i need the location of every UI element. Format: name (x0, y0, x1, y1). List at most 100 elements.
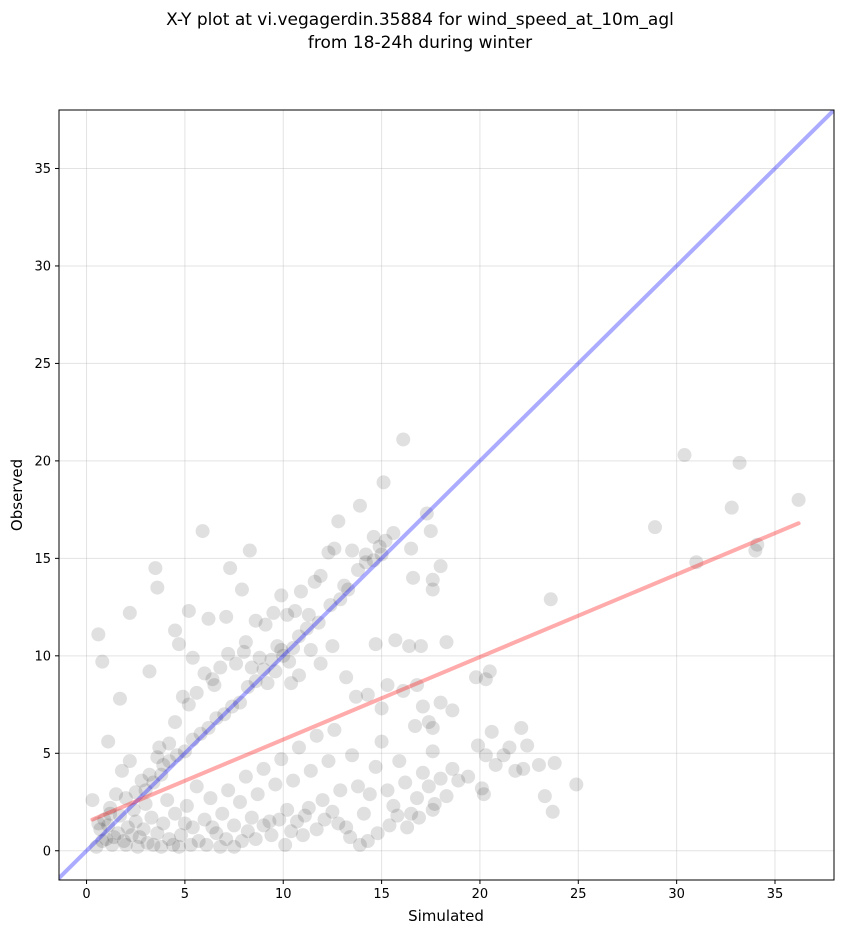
data-point (386, 526, 401, 541)
data-point (286, 773, 301, 788)
data-point (183, 837, 198, 852)
data-point (221, 783, 236, 798)
data-point (514, 720, 529, 735)
y-tick-label: 25 (34, 357, 51, 372)
data-point (181, 603, 196, 618)
data-point (130, 839, 145, 854)
data-point (248, 674, 263, 689)
data-point (95, 834, 110, 849)
data-point (101, 734, 116, 749)
data-point (219, 832, 234, 847)
data-point (248, 832, 263, 847)
y-tick-label: 30 (34, 259, 51, 274)
data-point (333, 592, 348, 607)
data-point (205, 672, 220, 687)
data-point (537, 789, 552, 804)
data-point (162, 832, 177, 847)
data-point (350, 779, 365, 794)
data-point (288, 603, 303, 618)
data-point (368, 637, 383, 652)
data-point (386, 798, 401, 813)
data-point (132, 830, 147, 845)
data-point (101, 818, 116, 833)
data-point (112, 808, 127, 823)
data-point (154, 839, 169, 854)
data-point (791, 492, 806, 507)
data-point (89, 839, 104, 854)
data-point (256, 818, 271, 833)
data-point (516, 761, 531, 776)
data-point (345, 543, 360, 558)
data-point (217, 707, 232, 722)
data-point (284, 824, 299, 839)
data-point (366, 529, 381, 544)
data-point (408, 719, 423, 733)
data-point (181, 697, 196, 712)
data-point (545, 804, 560, 819)
data-point (433, 771, 448, 786)
data-point (225, 699, 240, 714)
data-point (333, 783, 348, 798)
data-point (356, 806, 371, 821)
data-point (380, 678, 395, 693)
data-point (327, 722, 342, 737)
data-point (282, 654, 297, 669)
data-point (445, 761, 460, 776)
data-point (724, 500, 739, 515)
data-point (148, 561, 163, 576)
data-point (244, 660, 259, 675)
data-point (648, 520, 663, 535)
data-point (274, 752, 289, 767)
data-point (118, 837, 133, 852)
data-point (433, 559, 448, 574)
data-point (124, 828, 139, 843)
data-point (445, 703, 460, 718)
data-point (451, 773, 466, 788)
data-point (404, 806, 419, 821)
data-point (213, 839, 228, 854)
data-point (209, 711, 224, 726)
data-point (262, 814, 277, 829)
data-point (144, 810, 159, 825)
data-point (421, 779, 436, 794)
data-point (103, 800, 118, 815)
data-point (156, 816, 171, 831)
x-axis-label: Simulated (408, 907, 484, 925)
data-point (748, 543, 763, 558)
data-point (425, 802, 440, 817)
data-point (209, 826, 224, 841)
data-point (99, 832, 114, 847)
data-point (264, 828, 279, 843)
data-point (146, 837, 161, 852)
data-point (396, 683, 411, 698)
data-point (248, 613, 263, 628)
data-point (234, 582, 249, 597)
data-point (341, 582, 356, 597)
data-point (227, 818, 242, 833)
data-point (256, 761, 271, 776)
data-point (484, 724, 499, 739)
y-tick-label: 15 (34, 552, 51, 567)
data-point (201, 611, 216, 626)
data-point (197, 666, 212, 681)
data-point (138, 796, 153, 811)
data-point (476, 787, 491, 802)
data-point (331, 816, 346, 831)
data-point (372, 539, 387, 554)
data-point (250, 787, 265, 802)
data-point (374, 701, 389, 716)
data-point (303, 763, 318, 778)
data-point (406, 570, 421, 585)
data-point (280, 802, 295, 817)
data-point (421, 715, 436, 730)
chart-title-line2: from 18-24h during winter (308, 33, 532, 53)
data-point (469, 670, 484, 685)
data-point (219, 609, 234, 624)
data-point (95, 654, 110, 669)
data-point (195, 524, 210, 539)
data-point (240, 680, 255, 695)
data-point (295, 828, 310, 843)
data-point (382, 818, 397, 833)
data-point (299, 621, 314, 636)
identity-line (59, 110, 834, 880)
